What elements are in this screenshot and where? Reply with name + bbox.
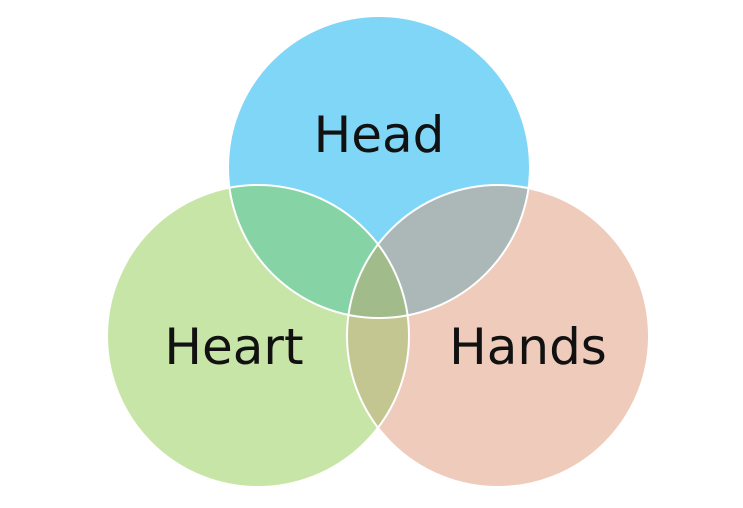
head-circle-edge — [227, 15, 531, 319]
heart-label: Heart — [164, 318, 303, 376]
head-label: Head — [314, 106, 445, 164]
head-hands-overlap — [347, 185, 530, 318]
head-heart-overlap — [228, 185, 409, 318]
heart-circle-edge — [106, 184, 410, 488]
hands-circle-edge — [346, 184, 650, 488]
hands-label: Hands — [449, 318, 607, 376]
